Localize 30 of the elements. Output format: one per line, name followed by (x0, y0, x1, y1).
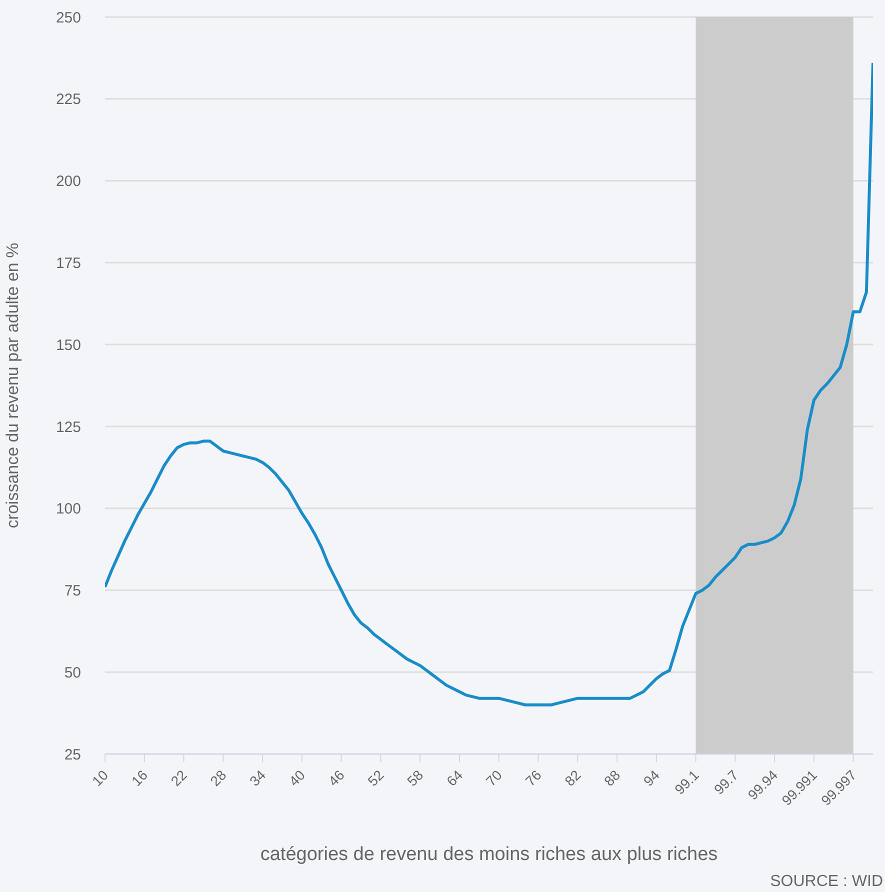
x-tick-label: 52 (364, 766, 387, 790)
line-series (105, 61, 873, 706)
x-tick-label: 99.1 (671, 766, 702, 798)
y-tick-label: 50 (64, 664, 81, 682)
y-tick-label: 125 (56, 418, 81, 436)
y-tick-label: 225 (56, 91, 81, 108)
x-tick-label: 40 (286, 766, 308, 790)
x-tick-label: 58 (404, 766, 426, 790)
y-tick-label: 175 (56, 254, 81, 272)
y-tick-label: 75 (64, 582, 81, 600)
x-axis-title: catégories de revenu des moins riches aux plus riches (260, 844, 718, 865)
x-tick-label: 10 (88, 766, 112, 790)
y-tick-label: 100 (56, 500, 81, 518)
y-tick-label: 200 (56, 173, 81, 190)
x-tick-label: 82 (561, 766, 584, 790)
source-note: SOURCE : WID (770, 873, 883, 891)
y-axis-title: croissance du revenu par adulte en % (3, 242, 22, 528)
y-tick-label: 150 (56, 336, 81, 354)
x-tick-label: 88 (600, 766, 624, 790)
x-tick-label: 46 (325, 766, 348, 790)
x-tick-label: 16 (128, 766, 151, 790)
x-tick-label: 94 (640, 766, 663, 790)
x-tick-label: 34 (246, 766, 269, 790)
y-tick-label: 250 (56, 9, 81, 26)
x-tick-label: 28 (206, 766, 230, 790)
x-tick-label: 22 (168, 766, 190, 790)
x-tick-label: 64 (443, 766, 466, 790)
x-tick-label: 76 (522, 766, 544, 790)
y-tick-label: 25 (64, 746, 81, 764)
x-tick-label: 70 (482, 766, 506, 790)
